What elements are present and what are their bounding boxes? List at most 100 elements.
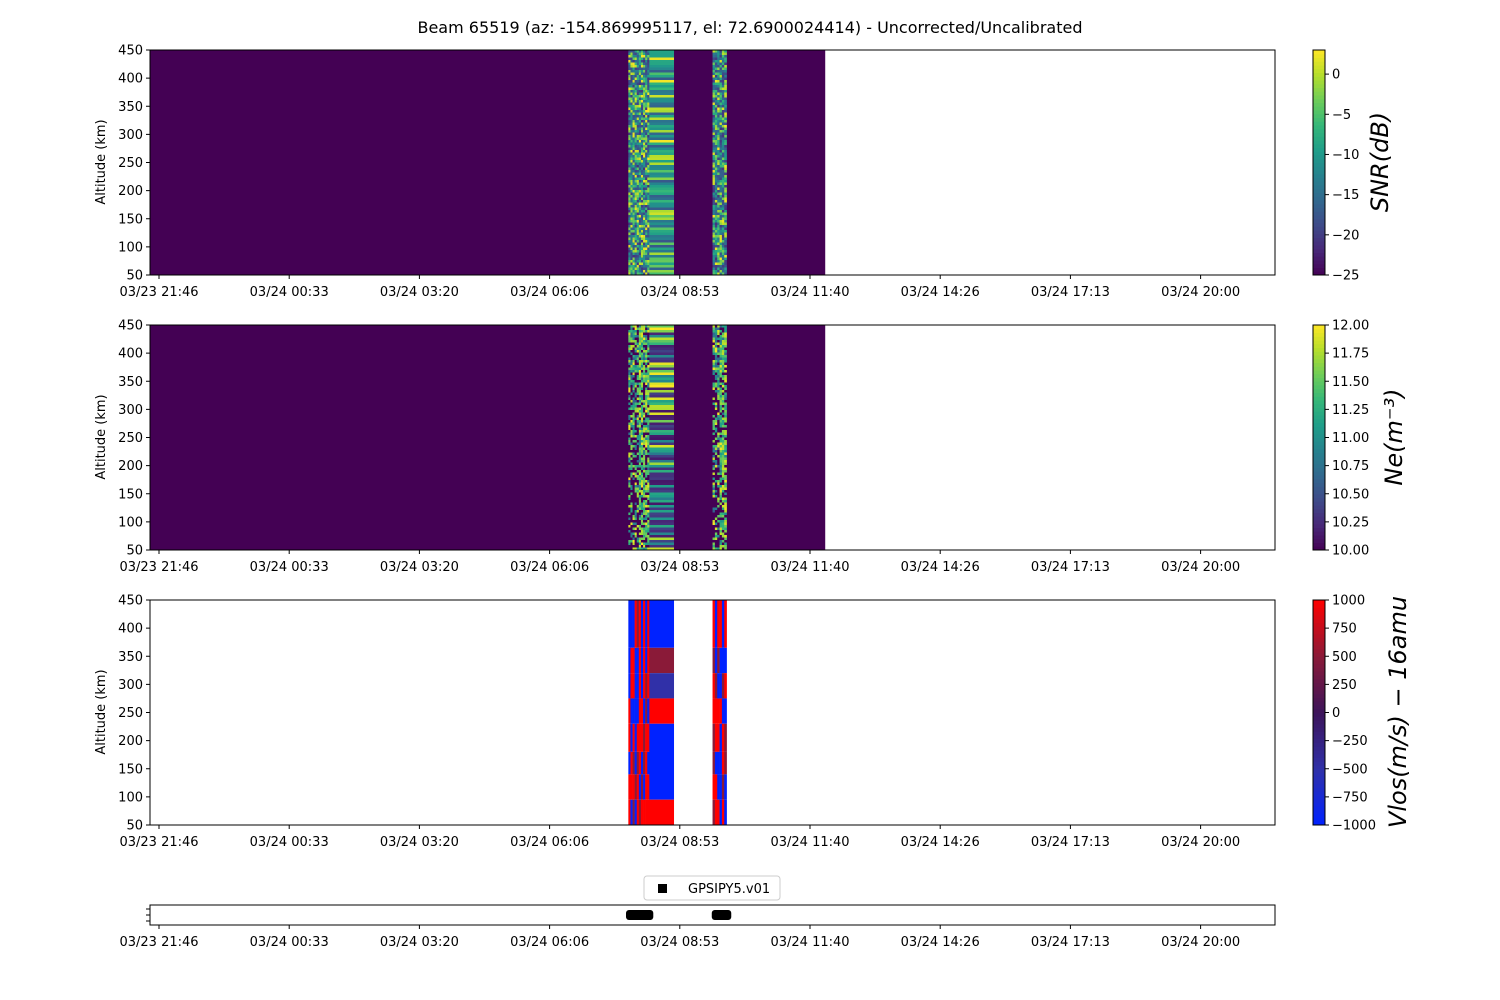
y-tick-label: 350	[118, 100, 143, 115]
colorbar-tick-label: 11.25	[1332, 403, 1369, 418]
heatmap-cell	[628, 240, 631, 243]
heatmap-cell	[643, 190, 646, 193]
heatmap-cell	[645, 100, 648, 103]
colorbar-segment	[1313, 637, 1325, 642]
heatmap-cell	[630, 357, 633, 361]
heatmap-cell	[643, 485, 646, 488]
heatmap-cell	[647, 435, 650, 438]
heatmap-cell	[638, 442, 642, 446]
heatmap-cell	[647, 375, 650, 378]
heatmap-cell	[714, 75, 718, 78]
heatmap-cell	[645, 135, 648, 138]
heatmap-cell	[640, 547, 644, 551]
heatmap-cell	[634, 85, 638, 88]
heatmap-cell	[630, 382, 633, 386]
heatmap-cell	[719, 215, 723, 218]
heatmap-cell	[636, 372, 640, 376]
heatmap-cell	[638, 417, 642, 421]
heatmap-cell	[645, 537, 648, 541]
heatmap-cell	[724, 90, 727, 93]
heatmap-cell	[714, 410, 718, 413]
heatmap-cell	[636, 117, 640, 121]
heatmap-cell	[719, 530, 723, 533]
heatmap-cell	[634, 447, 638, 451]
heatmap-cell	[628, 150, 631, 153]
heatmap-cell	[717, 370, 720, 373]
heatmap-cell	[628, 540, 631, 543]
heatmap-cell	[640, 90, 644, 93]
heatmap-cell	[719, 52, 723, 56]
heatmap-cell	[638, 140, 642, 143]
heatmap-cell	[645, 147, 648, 151]
heatmap-cell	[712, 460, 716, 463]
heatmap-cell	[640, 72, 644, 76]
heatmap-cell	[636, 240, 640, 243]
heatmap-cell	[643, 751, 646, 775]
heatmap-cell	[638, 482, 642, 486]
colorbar-segment	[1313, 641, 1325, 646]
heatmap-cell	[632, 457, 635, 461]
heatmap-cell	[638, 415, 642, 418]
heatmap-cell	[634, 175, 638, 178]
heatmap-row	[649, 505, 675, 508]
heatmap-cell	[719, 465, 723, 468]
heatmap-cell	[717, 120, 720, 123]
heatmap-cell	[636, 135, 640, 138]
colorbar-segment	[1313, 80, 1325, 85]
heatmap-cell	[636, 537, 640, 541]
heatmap-cell	[628, 80, 631, 83]
heatmap-cell	[628, 542, 631, 546]
heatmap-cell	[640, 247, 644, 251]
heatmap-row	[649, 442, 675, 446]
heatmap-cell	[636, 52, 640, 56]
heatmap-cell	[714, 235, 718, 238]
colorbar-tick-label: 0	[1332, 706, 1340, 721]
heatmap-cell	[640, 497, 644, 501]
heatmap-cell	[636, 410, 640, 413]
heatmap-cell	[712, 60, 716, 63]
colorbar-segment	[1313, 256, 1325, 261]
y-tick-label: 100	[118, 515, 143, 530]
heatmap-cell	[721, 515, 725, 518]
heatmap-cell	[630, 102, 633, 106]
heatmap-cell	[647, 540, 650, 543]
heatmap-cell	[643, 200, 646, 203]
heatmap-cell	[628, 470, 631, 473]
heatmap-cell	[634, 257, 638, 261]
heatmap-cell	[638, 445, 642, 448]
heatmap-cell	[630, 62, 633, 66]
heatmap-cell	[647, 510, 650, 513]
heatmap-cell	[719, 132, 723, 136]
heatmap-cell	[712, 485, 716, 488]
heatmap-cell	[628, 337, 631, 341]
heatmap-cell	[717, 480, 720, 483]
colorbar-segment	[1313, 72, 1325, 77]
heatmap-cell	[643, 507, 646, 511]
heatmap-cell	[645, 392, 648, 396]
heatmap-cell	[717, 540, 720, 543]
heatmap-cell	[628, 97, 631, 101]
heatmap-cell	[647, 337, 650, 341]
heatmap-cell	[714, 265, 718, 268]
heatmap-cell	[712, 162, 716, 166]
heatmap-cell	[724, 230, 727, 233]
heatmap-cell	[724, 67, 727, 71]
heatmap-cell	[643, 522, 646, 526]
heatmap-cell	[724, 332, 727, 336]
heatmap-cell	[712, 425, 716, 428]
heatmap-cell	[719, 272, 723, 276]
heatmap-cell	[636, 182, 640, 186]
heatmap-cell	[643, 182, 646, 186]
heatmap-cell	[630, 465, 633, 468]
heatmap-cell	[724, 215, 727, 218]
heatmap-cell	[638, 751, 642, 775]
heatmap-cell	[719, 497, 723, 501]
heatmap-cell	[640, 440, 644, 443]
heatmap-cell	[643, 225, 646, 228]
heatmap-cell	[634, 202, 638, 206]
heatmap-cell	[632, 215, 635, 218]
heatmap-cell	[721, 217, 725, 221]
heatmap-cell	[636, 402, 640, 406]
heatmap-cell	[628, 450, 631, 453]
heatmap-cell	[645, 65, 648, 68]
